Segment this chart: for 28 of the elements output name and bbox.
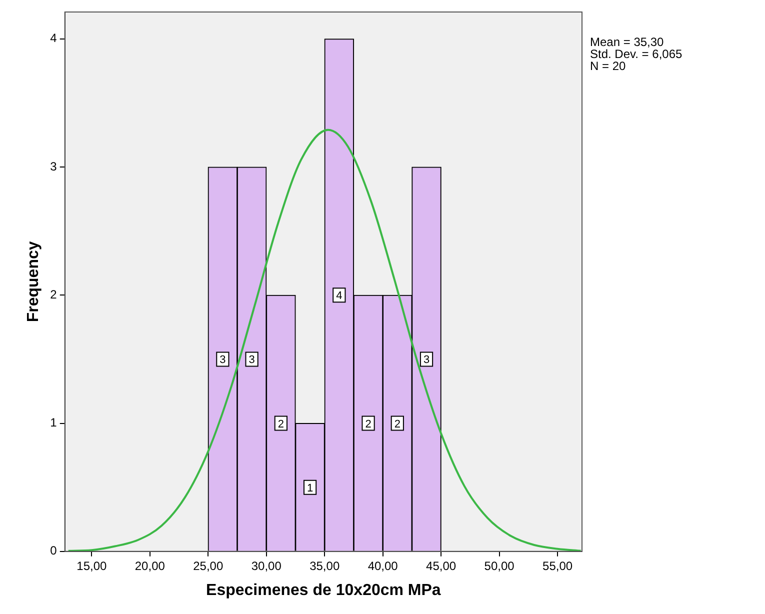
text: N = 20 — [590, 59, 627, 73]
text: Std. Dev. = 6,065 — [590, 47, 682, 61]
data-label: 2 — [365, 418, 372, 430]
data-label: 1 — [306, 482, 314, 494]
x-tick-label: 50,00 — [484, 558, 515, 573]
y-tick-label: 2 — [50, 287, 58, 302]
y-tick-label: 1 — [50, 416, 58, 430]
data-label: 3 — [423, 354, 430, 366]
data-label: 2 — [278, 418, 284, 430]
x-tick-label: 55,00 — [542, 558, 573, 573]
x-tick-label: 45,00 — [426, 558, 456, 573]
y-tick-label: 0 — [50, 544, 58, 558]
y-tick-label: 3 — [50, 159, 58, 174]
x-tick-label: 25,00 — [193, 558, 224, 573]
x-tick-label: 20,00 — [134, 558, 166, 573]
y-tick-label: 4 — [50, 31, 58, 46]
x-axis-title: Especimenes de 10x20cm MPa — [206, 582, 441, 599]
x-tick-label: 40,00 — [368, 558, 398, 573]
data-label: 4 — [336, 290, 342, 302]
x-tick-label: 15,00 — [76, 558, 107, 573]
text: Mean = 35,30 — [590, 35, 665, 49]
y-axis-title: Frequency — [25, 241, 42, 322]
data-label: 3 — [220, 354, 226, 366]
data-label: 2 — [394, 418, 400, 430]
x-tick-label: 30,00 — [251, 558, 282, 573]
data-label: 3 — [248, 354, 255, 366]
x-tick-label: 35,00 — [310, 558, 340, 573]
line-series — [67, 128, 582, 552]
